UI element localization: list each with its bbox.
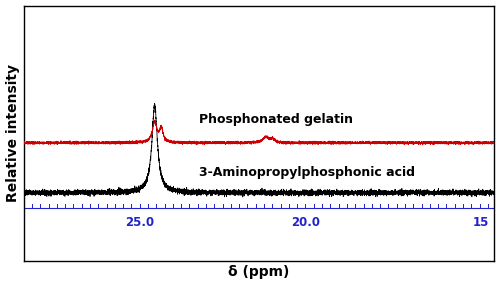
X-axis label: δ (ppm): δ (ppm)	[228, 265, 290, 280]
Text: 25.0: 25.0	[125, 216, 154, 229]
Text: 15: 15	[473, 216, 490, 229]
Y-axis label: Relative intensity: Relative intensity	[6, 64, 20, 202]
Text: 3-Aminopropylphosphonic acid: 3-Aminopropylphosphonic acid	[200, 166, 416, 179]
Text: Phosphonated gelatin: Phosphonated gelatin	[200, 113, 354, 126]
Text: 20.0: 20.0	[291, 216, 320, 229]
